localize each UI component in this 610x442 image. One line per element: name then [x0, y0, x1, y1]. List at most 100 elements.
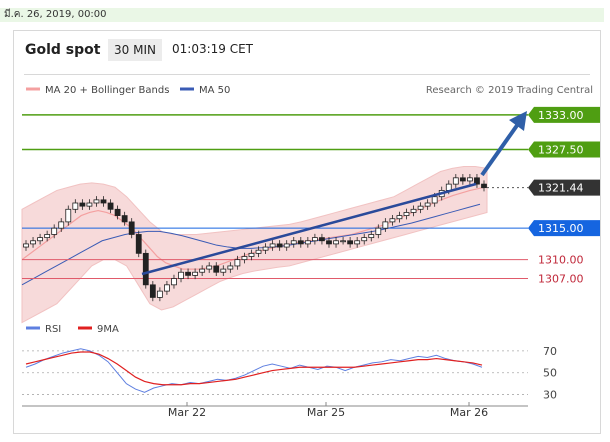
rsi-legend-label: RSI: [45, 324, 61, 335]
candle-body-58: [431, 196, 438, 204]
candle-body-29: [227, 265, 234, 270]
candle-body-14: [121, 215, 128, 223]
candle-body-1: [30, 240, 36, 245]
candle-body-9: [86, 202, 93, 207]
candle-body-30: [234, 259, 241, 267]
candle-body-63: [467, 177, 473, 182]
candle-body-3: [44, 234, 51, 239]
candle-body-39: [297, 240, 304, 245]
candle-body-50: [375, 227, 382, 235]
candle-body-10: [93, 199, 100, 204]
ma50-legend-label: MA 50: [199, 85, 230, 96]
candle-body-19: [156, 290, 163, 298]
x-tick-label-0: Mar 22: [168, 406, 206, 419]
rsi-tick-1: 50: [543, 367, 557, 380]
candle-body-60: [445, 183, 452, 191]
candle-body-38: [290, 240, 297, 245]
candle-body-51: [382, 221, 389, 229]
level-label-0: 1333.00: [538, 109, 584, 122]
level-badge-0: [528, 106, 600, 123]
level-label-5: 1307.00: [538, 273, 584, 286]
candle-body-18: [149, 284, 156, 298]
level-label-1: 1327.50: [538, 144, 584, 157]
candle-body-44: [333, 240, 339, 245]
rsi-tick-2: 30: [543, 389, 557, 402]
candle-body-31: [241, 256, 248, 261]
candle-body-21: [171, 278, 177, 286]
candle-body-20: [164, 284, 170, 292]
level-label-4: 1310.00: [538, 254, 584, 267]
candle-body-64: [474, 177, 480, 185]
candle-body-26: [206, 265, 213, 270]
title-divider: [24, 74, 590, 75]
candle-body-62: [459, 177, 466, 182]
x-tick-label-1: Mar 25: [307, 406, 345, 419]
ma50-line: [21, 203, 481, 286]
rsi-line: [25, 348, 483, 393]
candle-body-41: [311, 237, 318, 242]
level-badge-2: [528, 179, 600, 196]
candle-body-47: [354, 240, 361, 245]
candle-body-17: [142, 252, 149, 286]
level-label-3: 1315.00: [538, 222, 584, 235]
candle-body-32: [248, 252, 255, 257]
rsi-ma-line: [25, 351, 483, 386]
projection-arrow-shaft: [480, 122, 520, 177]
candle-body-25: [199, 268, 206, 273]
ma20-line: [21, 186, 488, 270]
projection-arrow-head: [509, 111, 527, 131]
research-credit: Research © 2019 Trading Central: [426, 85, 593, 96]
timeframe-badge[interactable]: 30 MIN: [108, 39, 162, 61]
rsi-tick-0: 70: [543, 345, 557, 358]
candle-body-4: [51, 227, 58, 235]
candle-body-37: [283, 243, 290, 248]
candle-body-15: [128, 221, 135, 235]
candle-body-49: [368, 234, 375, 239]
level-label-2: 1321.44: [538, 182, 584, 195]
date-header: มี.ค. 26, 2019, 00:00: [0, 8, 604, 22]
candle-body-40: [304, 240, 311, 245]
candle-body-35: [269, 243, 276, 248]
candle-body-45: [340, 240, 346, 243]
candle-body-55: [410, 208, 417, 213]
candle-body-48: [361, 237, 368, 242]
candle-body-28: [220, 268, 227, 273]
candle-body-27: [213, 265, 220, 273]
candle-body-56: [417, 205, 424, 210]
chart-title-row: Gold spot 30 MIN 01:03:19 CET: [14, 31, 600, 69]
candle-body-12: [107, 202, 114, 210]
candle-body-23: [185, 271, 191, 276]
candle-body-65: [481, 183, 487, 189]
ma20-legend-label: MA 20 + Bollinger Bands: [45, 85, 169, 96]
level-badge-1: [528, 141, 600, 158]
candle-body-6: [65, 208, 72, 223]
candle-body-8: [79, 202, 86, 207]
chart-time: 01:03:19 CET: [172, 42, 253, 56]
candle-body-24: [192, 271, 199, 276]
candle-body-43: [326, 240, 332, 245]
candle-body-11: [100, 199, 107, 204]
candle-body-16: [135, 234, 142, 254]
candle-body-7: [72, 202, 79, 210]
candle-body-33: [255, 249, 262, 254]
candle-body-2: [37, 237, 43, 242]
x-tick-label-2: Mar 26: [450, 406, 488, 419]
candle-body-61: [452, 177, 459, 185]
candle-body-46: [347, 240, 354, 245]
level-badge-3: [528, 220, 600, 237]
candle-body-22: [178, 271, 184, 279]
instrument-name: Gold spot: [25, 42, 101, 58]
candle-body-0: [23, 243, 29, 248]
candle-body-54: [403, 212, 410, 216]
candle-body-42: [319, 237, 325, 242]
candle-body-53: [396, 215, 403, 220]
candle-body-34: [262, 246, 269, 251]
candle-body-57: [424, 202, 431, 207]
rsi-ma-legend-label: 9MA: [97, 324, 119, 335]
candle-body-5: [58, 221, 65, 229]
candle-body-13: [114, 208, 121, 216]
candle-body-52: [389, 218, 396, 223]
candle-body-36: [276, 243, 283, 248]
trend-line: [141, 182, 477, 276]
